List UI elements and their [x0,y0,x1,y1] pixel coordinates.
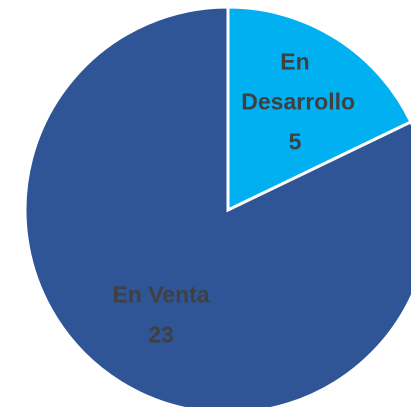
slice-value: 23 [148,322,174,348]
slice-label: En Venta [112,282,209,308]
slice-value: 5 [289,129,302,155]
slice-label: En Desarrollo [235,49,355,115]
pie-slice [226,5,411,213]
pie-slice [23,5,411,407]
